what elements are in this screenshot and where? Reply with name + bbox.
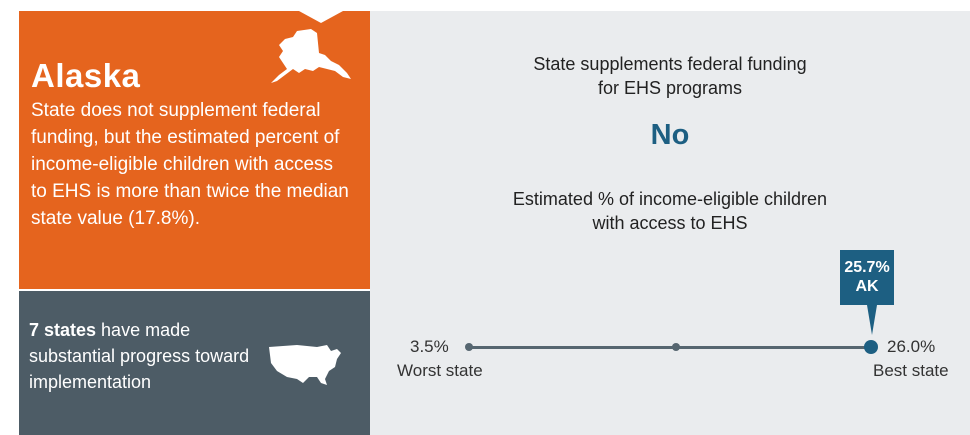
range-min-dot bbox=[465, 343, 473, 351]
state-description: State does not supplement federal fundin… bbox=[31, 100, 349, 229]
best-state-label: Best state bbox=[873, 361, 949, 380]
panel-divider bbox=[19, 289, 370, 291]
indicator-panel: State supplements federal funding for EH… bbox=[370, 11, 970, 435]
range-median-dot bbox=[672, 343, 680, 351]
progress-description: have made substantial progress toward im… bbox=[29, 320, 250, 392]
state-summary-panel: Alaska State does not supplement federal… bbox=[19, 11, 370, 289]
range-min-label: 3.5% bbox=[410, 337, 449, 356]
state-abbr-label: AK bbox=[855, 278, 879, 295]
funding-question-line2: for EHS programs bbox=[597, 78, 743, 98]
callout-pointer bbox=[867, 305, 877, 335]
alaska-map-icon bbox=[271, 29, 351, 83]
state-value-label: 25.7% bbox=[844, 259, 890, 276]
progress-panel: 7 states have made substantial progress … bbox=[19, 291, 370, 435]
state-name: Alaska bbox=[31, 57, 141, 94]
access-question-line1: Estimated % of income-eligible children bbox=[512, 189, 828, 209]
panel-notch bbox=[299, 11, 343, 23]
worst-state-label: Worst state bbox=[397, 361, 483, 380]
funding-question: State supplements federal funding for EH… bbox=[370, 52, 970, 100]
range-scale-line bbox=[467, 346, 874, 349]
us-map-icon bbox=[269, 345, 341, 385]
range-max-label: 26.0% bbox=[887, 337, 936, 356]
funding-answer: No bbox=[650, 119, 690, 151]
progress-count: 7 states bbox=[29, 320, 97, 340]
access-question-line2: with access to EHS bbox=[592, 213, 748, 233]
funding-question-line1: State supplements federal funding bbox=[533, 54, 807, 74]
state-value-dot bbox=[864, 340, 878, 354]
progress-text: 7 states have made substantial progress … bbox=[29, 317, 259, 395]
state-value-callout: 25.7% AK bbox=[840, 250, 894, 305]
access-question: Estimated % of income-eligible children … bbox=[370, 187, 970, 235]
